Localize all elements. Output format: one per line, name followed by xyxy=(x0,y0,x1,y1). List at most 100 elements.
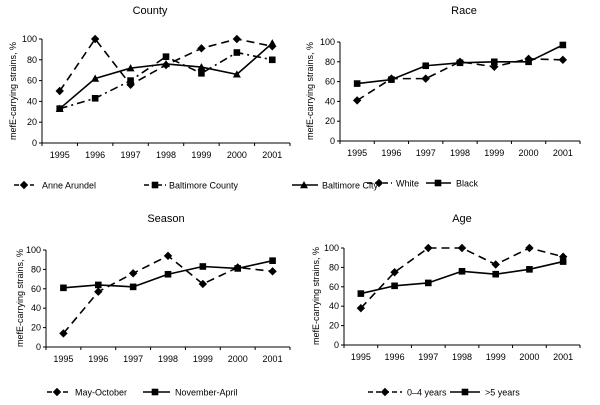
data-point-5-years xyxy=(526,266,533,273)
legend-label-0-4-years: 0–4 years xyxy=(407,388,447,398)
x-tick-label: 2000 xyxy=(228,354,248,364)
data-point-black xyxy=(353,80,361,87)
data-point-black xyxy=(490,58,498,66)
y-tick-label: 100 xyxy=(320,37,335,47)
x-tick-label: 1999 xyxy=(486,352,506,362)
data-point-black xyxy=(388,76,395,83)
x-tick-label: 2001 xyxy=(553,148,573,158)
x-tick-label: 1998 xyxy=(158,354,178,364)
data-point-5-years xyxy=(559,258,567,265)
x-tick-label: 1999 xyxy=(191,150,211,160)
data-point-black xyxy=(525,58,532,66)
data-point-november-april xyxy=(129,283,137,291)
x-tick-label: 1997 xyxy=(418,352,438,362)
series-line-0-4-years xyxy=(360,247,564,309)
series-line-5-years xyxy=(360,260,564,295)
y-tick-label: 0 xyxy=(36,342,41,352)
x-tick-label: 1999 xyxy=(193,354,213,364)
x-tick-label: 1996 xyxy=(381,148,401,158)
chart-panel-age: Age mefE-carrying strains, % 0 20 40 60 80 100 1… xyxy=(311,213,581,398)
data-point-baltimore-city xyxy=(91,74,100,82)
legend-label-november-april: November-April xyxy=(175,388,238,398)
data-point-may-october xyxy=(198,279,208,289)
data-point-november-april xyxy=(164,270,172,278)
x-tick-label: 2001 xyxy=(263,354,283,364)
y-tick-label: 100 xyxy=(26,245,41,255)
y-tick-label: 20 xyxy=(325,116,335,126)
x-tick-label: 1998 xyxy=(156,150,176,160)
x-tick-label: 2001 xyxy=(262,150,282,160)
data-point-baltimore-county xyxy=(127,77,134,84)
x-tick-label: 1999 xyxy=(484,148,504,158)
y-tick-label: 100 xyxy=(324,243,339,253)
x-tick-label: 1997 xyxy=(416,148,436,158)
legend-marker-baltimore-county xyxy=(151,181,159,189)
data-point-november-april xyxy=(199,263,207,270)
x-tick-label: 1995 xyxy=(347,148,367,158)
x-tick-label: 1995 xyxy=(53,354,73,364)
y-tick-label: 80 xyxy=(325,57,335,67)
legend-label-5-years: >5 years xyxy=(485,388,520,398)
data-point-may-october xyxy=(163,251,173,261)
y-tick-label: 60 xyxy=(325,77,335,87)
data-point-may-october xyxy=(128,269,138,278)
x-tick-label: 1996 xyxy=(88,354,108,364)
data-point-0-4-years xyxy=(356,303,366,313)
data-point-0-4-years xyxy=(491,260,500,269)
y-tick-label: 0 xyxy=(32,138,37,148)
y-tick-label: 0 xyxy=(334,340,339,350)
x-tick-label: 1997 xyxy=(123,354,143,364)
y-tick-label: 60 xyxy=(27,76,37,86)
data-point-5-years xyxy=(391,282,398,290)
chart-title: Race xyxy=(451,5,477,17)
data-point-anne-arundel xyxy=(232,34,242,44)
data-point-black xyxy=(559,41,567,49)
x-tick-label: 1996 xyxy=(385,352,405,362)
data-point-november-april xyxy=(60,284,67,292)
legend-marker-black xyxy=(434,179,442,187)
data-point-baltimore-city xyxy=(126,64,135,72)
chart-title: Age xyxy=(452,213,472,225)
data-point-white xyxy=(421,74,430,83)
data-point-baltimore-county xyxy=(91,94,99,102)
legend-marker-0-4-years xyxy=(380,387,390,397)
data-point-5-years xyxy=(424,279,432,287)
legend-marker-5-years xyxy=(461,388,469,396)
y-axis-label: mefE-carrying strains, % xyxy=(311,247,321,345)
y-tick-label: 20 xyxy=(27,117,37,127)
x-tick-label: 2001 xyxy=(553,352,573,362)
y-tick-label: 60 xyxy=(329,282,339,292)
y-tick-label: 80 xyxy=(329,262,339,272)
y-tick-label: 20 xyxy=(31,323,41,333)
legend-label-black: Black xyxy=(456,179,479,189)
legend-label-baltimore-city: Baltimore City xyxy=(322,181,379,191)
x-tick-label: 2000 xyxy=(519,148,539,158)
data-point-white xyxy=(558,55,568,65)
data-point-november-april xyxy=(234,265,242,272)
data-point-0-4-years xyxy=(525,243,534,253)
data-point-baltimore-city xyxy=(197,63,206,71)
data-point-baltimore-county xyxy=(268,56,276,64)
y-axis-label: mefE-carrying strains, % xyxy=(305,42,315,140)
data-point-november-april xyxy=(269,257,276,264)
x-tick-label: 1996 xyxy=(85,150,105,160)
data-point-november-april xyxy=(94,281,102,289)
data-point-may-october xyxy=(59,329,68,338)
x-tick-label: 1995 xyxy=(50,150,70,160)
y-tick-label: 0 xyxy=(330,136,335,146)
data-point-baltimore-county xyxy=(233,49,241,56)
chart-title: County xyxy=(133,5,168,17)
y-tick-label: 40 xyxy=(325,96,335,106)
y-tick-label: 40 xyxy=(329,301,339,311)
legend-marker-baltimore-city xyxy=(300,181,308,189)
y-tick-label: 100 xyxy=(22,34,37,44)
y-tick-label: 40 xyxy=(31,303,41,313)
legend-marker-white xyxy=(374,178,384,188)
y-tick-label: 20 xyxy=(329,321,339,331)
data-point-baltimore-city xyxy=(55,104,64,112)
data-point-0-4-years xyxy=(457,243,467,253)
y-tick-label: 40 xyxy=(27,96,37,106)
x-tick-label: 1998 xyxy=(450,148,470,158)
data-point-baltimore-city xyxy=(268,39,277,47)
x-tick-label: 2000 xyxy=(519,352,539,362)
